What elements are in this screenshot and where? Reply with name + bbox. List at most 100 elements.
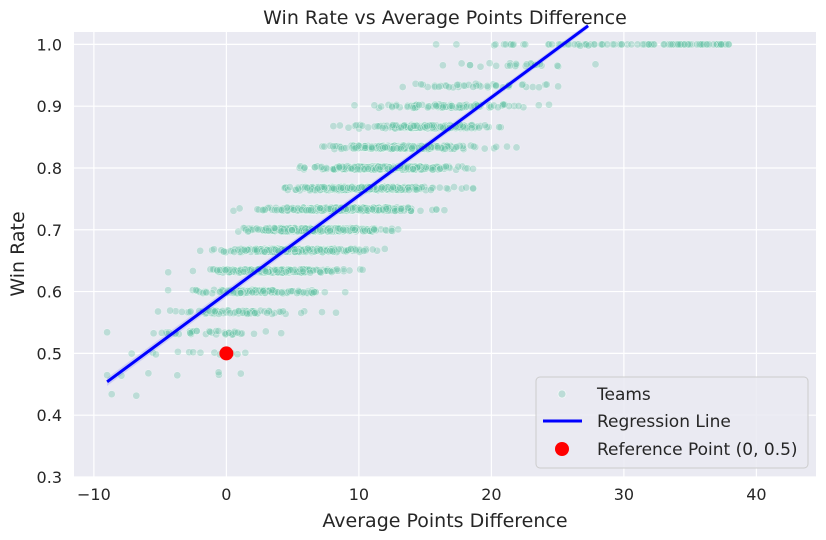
team-point xyxy=(164,286,172,295)
team-point xyxy=(300,163,309,172)
team-point xyxy=(233,350,242,359)
y-tick-label: 0.5 xyxy=(37,344,62,363)
team-point xyxy=(380,245,389,253)
team-point xyxy=(453,80,462,89)
team-point xyxy=(233,328,242,337)
team-point xyxy=(442,162,450,171)
team-point xyxy=(349,184,358,193)
team-point xyxy=(335,162,344,171)
team-point xyxy=(330,184,339,193)
y-tick-label: 0.4 xyxy=(37,406,62,425)
x-tick-label: 0 xyxy=(221,485,231,504)
team-point xyxy=(447,102,456,110)
team-point xyxy=(396,204,405,213)
team-points xyxy=(103,40,733,400)
team-point xyxy=(352,121,361,130)
team-point xyxy=(435,183,444,192)
team-point xyxy=(480,144,489,153)
team-point xyxy=(724,40,733,49)
team-point xyxy=(277,288,286,297)
team-point xyxy=(221,330,230,339)
team-point xyxy=(347,165,356,173)
team-point xyxy=(469,165,477,173)
team-point xyxy=(132,391,141,400)
team-point xyxy=(702,40,711,49)
team-point xyxy=(336,121,344,130)
team-point xyxy=(452,143,460,152)
team-point xyxy=(545,100,553,109)
team-point xyxy=(534,101,543,110)
team-point xyxy=(469,184,477,193)
team-point xyxy=(345,266,354,275)
team-point xyxy=(339,225,347,234)
team-point xyxy=(329,142,337,151)
team-point xyxy=(659,40,668,49)
team-point xyxy=(350,101,359,110)
team-point xyxy=(609,40,617,49)
team-point xyxy=(674,40,682,49)
team-point xyxy=(494,103,502,112)
team-point xyxy=(259,287,268,296)
x-tick-label: 30 xyxy=(614,485,634,504)
legend-teams-label: Teams xyxy=(596,385,651,405)
team-point xyxy=(310,288,319,296)
x-tick-labels: −10 0 10 20 30 40 xyxy=(77,485,767,504)
team-point xyxy=(329,122,338,130)
team-point xyxy=(381,143,389,152)
team-point xyxy=(623,40,632,49)
team-point xyxy=(218,286,227,295)
team-point xyxy=(314,184,322,193)
team-point xyxy=(491,40,500,49)
team-point xyxy=(680,40,689,49)
team-point xyxy=(492,61,501,70)
team-point xyxy=(370,101,379,110)
team-point xyxy=(328,247,337,255)
team-point xyxy=(209,265,217,274)
team-point xyxy=(495,123,503,131)
team-point xyxy=(506,61,514,70)
team-point xyxy=(485,103,494,112)
team-point xyxy=(288,226,296,235)
team-point xyxy=(210,245,218,254)
team-point xyxy=(367,143,376,152)
team-point xyxy=(460,81,468,90)
team-point xyxy=(173,371,182,380)
team-point xyxy=(501,40,510,49)
team-point xyxy=(666,40,675,49)
team-point xyxy=(333,265,341,274)
team-point xyxy=(475,123,483,132)
team-point xyxy=(258,206,267,214)
team-point xyxy=(285,183,294,191)
team-point xyxy=(298,267,307,276)
team-point xyxy=(457,59,466,68)
team-point xyxy=(157,329,166,337)
team-point xyxy=(127,349,136,358)
team-point xyxy=(617,40,626,49)
team-point xyxy=(186,307,195,316)
team-point xyxy=(427,186,435,194)
team-point xyxy=(275,307,284,316)
team-point xyxy=(189,267,197,275)
team-point xyxy=(450,183,458,191)
team-point xyxy=(415,101,423,109)
legend-regression-label: Regression Line xyxy=(597,412,731,432)
team-point xyxy=(341,144,350,152)
y-tick-label: 0.7 xyxy=(37,221,62,240)
team-point xyxy=(535,83,543,92)
team-point xyxy=(417,80,425,89)
team-point xyxy=(252,246,261,255)
y-tick-label: 0.9 xyxy=(37,97,62,116)
team-point xyxy=(250,329,258,338)
team-point xyxy=(103,371,111,380)
team-point xyxy=(166,306,174,315)
team-point xyxy=(303,244,312,253)
team-point xyxy=(196,348,205,357)
team-point xyxy=(445,83,453,91)
team-point xyxy=(432,102,441,110)
team-point xyxy=(239,267,248,276)
team-point xyxy=(154,307,162,316)
team-point xyxy=(164,268,173,277)
chart-title: Win Rate vs Average Points Difference xyxy=(263,7,627,29)
team-point xyxy=(341,288,350,297)
team-point xyxy=(370,225,379,234)
